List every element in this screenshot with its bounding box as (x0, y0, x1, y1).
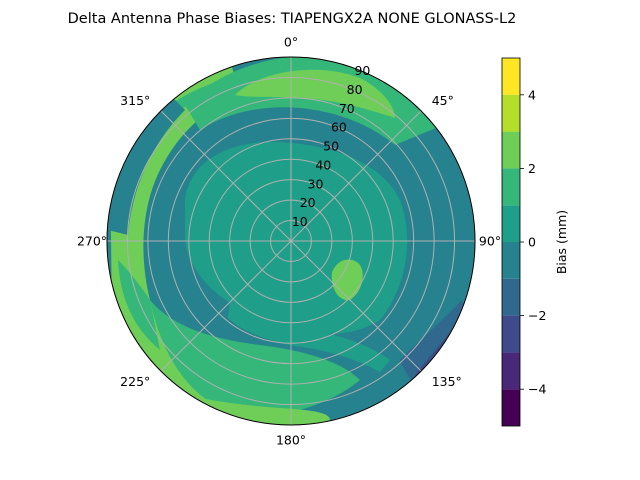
radial-tick-labels: 10 20 30 40 50 60 70 80 90 (292, 63, 371, 229)
angular-gridline-225 (160, 240, 292, 372)
colorbar-swatch (502, 242, 520, 279)
colorbar-swatch (502, 94, 520, 132)
angular-tick-label: 45° (432, 93, 454, 108)
angular-tick-label: 135° (432, 374, 462, 389)
chart-title: Delta Antenna Phase Biases: TIAPENGX2A N… (68, 11, 517, 27)
polar-grid (106, 56, 476, 426)
colorbar-swatches (502, 58, 520, 426)
colorbar-swatch (502, 278, 520, 316)
angular-tick-label: 315° (120, 93, 150, 108)
radial-tick-label: 50 (323, 139, 339, 154)
angular-gridline-315 (160, 110, 292, 242)
radial-tick-label: 40 (315, 157, 331, 172)
radial-tick-label: 70 (339, 101, 355, 116)
colorbar-swatch (502, 131, 520, 169)
colorbar-tick-label: −4 (528, 382, 546, 397)
colorbar: −4 −2 0 2 4 Bias (mm) (501, 57, 569, 427)
colorbar-swatch (502, 58, 520, 95)
contour-left-green (118, 260, 160, 350)
contour-right-dark (412, 188, 466, 309)
radial-tick-label: 90 (354, 63, 370, 78)
radial-tick-label: 60 (331, 120, 347, 135)
angular-tick-label: 225° (120, 374, 150, 389)
colorbar-swatch (502, 352, 520, 390)
colorbar-swatch (502, 168, 520, 206)
angular-tick-label: 270° (77, 234, 107, 249)
angular-gridline-135 (290, 240, 422, 372)
angular-tick-labels: 0° 45° 90° 135° 180° 225° 270° 315° (77, 35, 501, 448)
polar-plot-area: 10 20 30 40 50 60 70 80 90 0° 45° 90° 135° 180° 225° 2… (77, 35, 501, 448)
colorbar-tick-label: 2 (528, 161, 536, 176)
radial-tick-label: 30 (308, 176, 324, 191)
contour-band-upper-light (235, 69, 395, 118)
angular-tick-label: 90° (479, 234, 501, 249)
colorbar-label: Bias (mm) (554, 210, 569, 274)
contour-lower-mid (228, 300, 390, 372)
colorbar-swatch (502, 315, 520, 353)
colorbar-tick-label: −2 (528, 308, 546, 323)
colorbar-ticks: −4 −2 0 2 4 (520, 87, 546, 397)
colorbar-tick-label: 0 (528, 235, 536, 250)
polar-outline (106, 56, 476, 426)
radial-tick-label: 80 (347, 82, 363, 97)
colorbar-swatch (502, 389, 520, 426)
radial-tick-label: 10 (292, 214, 308, 229)
colorbar-swatch (502, 205, 520, 242)
colorbar-tick-label: 4 (528, 87, 536, 102)
angular-gridline-45 (290, 110, 422, 242)
radial-tick-label: 20 (300, 195, 316, 210)
angular-tick-label: 180° (276, 433, 306, 448)
angular-tick-label: 0° (284, 35, 298, 50)
